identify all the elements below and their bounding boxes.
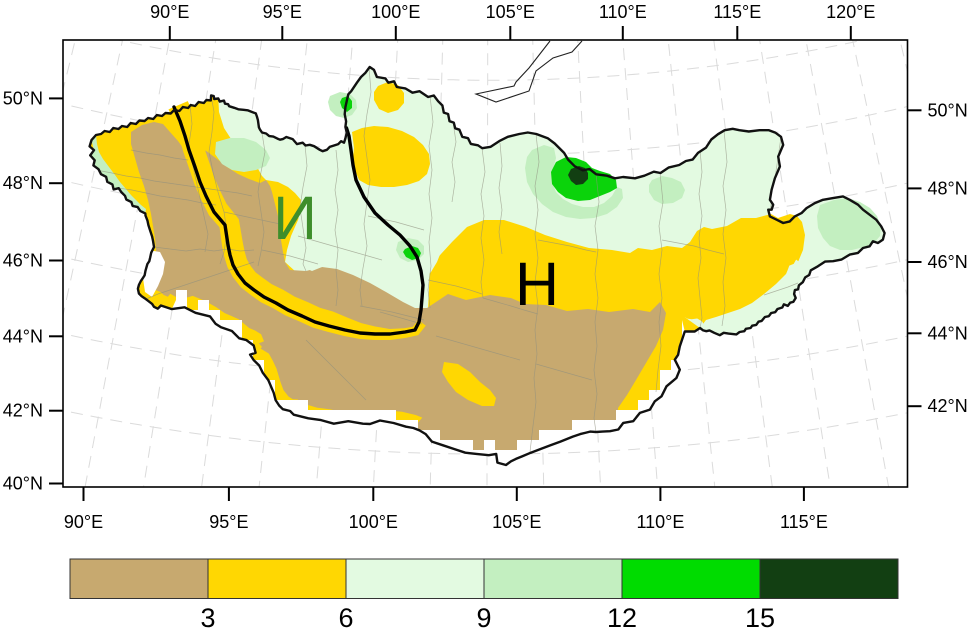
svg-text:3: 3 <box>200 603 215 632</box>
svg-text:46°N: 46°N <box>3 251 43 271</box>
svg-text:100°E: 100°E <box>371 2 420 22</box>
svg-text:105°E: 105°E <box>492 512 541 532</box>
svg-text:48°N: 48°N <box>928 178 968 198</box>
svg-text:115°E: 115°E <box>780 512 828 532</box>
svg-text:40°N: 40°N <box>3 474 43 494</box>
svg-text:Н: Н <box>515 250 559 318</box>
svg-text:12: 12 <box>607 603 637 632</box>
svg-text:90°E: 90°E <box>64 512 103 532</box>
svg-text:90°E: 90°E <box>150 2 189 22</box>
svg-text:И: И <box>273 184 317 252</box>
svg-text:6: 6 <box>338 603 353 632</box>
svg-text:95°E: 95°E <box>263 2 302 22</box>
svg-text:48°N: 48°N <box>3 173 43 193</box>
svg-text:115°E: 115°E <box>713 2 761 22</box>
svg-text:15: 15 <box>745 603 775 632</box>
svg-text:120°E: 120°E <box>826 2 875 22</box>
svg-text:100°E: 100°E <box>349 512 398 532</box>
svg-text:110°E: 110°E <box>636 512 684 532</box>
svg-text:42°N: 42°N <box>928 396 968 416</box>
svg-text:44°N: 44°N <box>3 326 43 346</box>
svg-text:50°N: 50°N <box>3 88 43 108</box>
svg-text:95°E: 95°E <box>209 512 248 532</box>
svg-text:50°N: 50°N <box>928 100 968 120</box>
svg-text:9: 9 <box>476 603 491 632</box>
svg-text:110°E: 110°E <box>599 2 647 22</box>
svg-text:42°N: 42°N <box>3 401 43 421</box>
svg-text:46°N: 46°N <box>928 252 968 272</box>
svg-text:105°E: 105°E <box>486 2 535 22</box>
svg-text:44°N: 44°N <box>928 323 968 343</box>
